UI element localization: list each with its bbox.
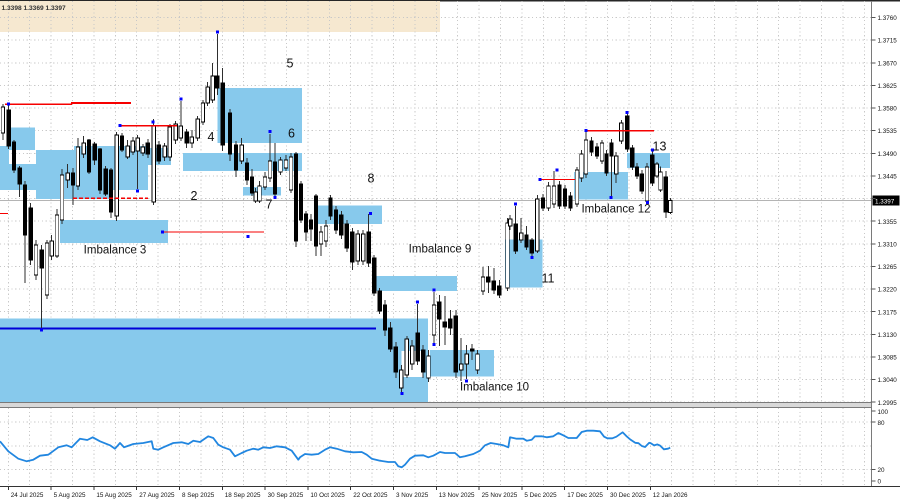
svg-text:1.3040: 1.3040 [878,377,898,384]
svg-text:Imbalance 9: Imbalance 9 [409,244,472,256]
svg-text:24 Jul 2025: 24 Jul 2025 [11,492,44,499]
svg-text:1.3625: 1.3625 [878,83,898,90]
svg-text:1.3535: 1.3535 [878,128,898,135]
svg-text:Imbalance 12: Imbalance 12 [581,204,650,216]
svg-text:15 Aug 2025: 15 Aug 2025 [96,492,132,499]
svg-text:80: 80 [878,420,886,427]
svg-text:0: 0 [878,479,882,486]
svg-text:1.3355: 1.3355 [878,219,898,226]
svg-text:1.3175: 1.3175 [878,309,898,316]
svg-text:12 Jan 2026: 12 Jan 2026 [653,492,688,499]
svg-text:10 Oct 2025: 10 Oct 2025 [310,492,345,499]
svg-text:5: 5 [287,57,294,71]
svg-text:1.3265: 1.3265 [878,264,898,271]
svg-text:17 Dec 2025: 17 Dec 2025 [567,492,603,499]
svg-text:7: 7 [266,198,273,212]
svg-text:18 Sep 2025: 18 Sep 2025 [225,492,261,499]
svg-text:1.3085: 1.3085 [878,355,898,362]
svg-text:1.3490: 1.3490 [878,151,898,158]
svg-text:1.3580: 1.3580 [878,106,898,113]
svg-text:30 Dec 2025: 30 Dec 2025 [610,492,646,499]
svg-text:Imbalance 3: Imbalance 3 [84,245,147,257]
svg-text:1.3670: 1.3670 [878,60,898,67]
svg-text:20: 20 [878,467,886,474]
svg-text:1.3310: 1.3310 [878,241,898,248]
svg-text:2: 2 [191,189,198,203]
svg-text:8 Sep 2025: 8 Sep 2025 [182,492,215,499]
svg-text:11: 11 [542,272,555,286]
svg-text:13: 13 [653,140,667,154]
svg-text:1.3445: 1.3445 [878,174,898,181]
svg-text:1.3130: 1.3130 [878,332,898,339]
svg-text:1.3220: 1.3220 [878,287,898,294]
svg-text:1.3398 1.3369 1.3397: 1.3398 1.3369 1.3397 [2,5,66,12]
svg-text:Imbalance 10: Imbalance 10 [460,382,529,394]
svg-text:1.3760: 1.3760 [878,15,898,22]
svg-text:5 Dec 2025: 5 Dec 2025 [524,492,557,499]
svg-text:8: 8 [368,172,375,186]
svg-text:1.3397: 1.3397 [875,198,895,205]
svg-text:25 Nov 2025: 25 Nov 2025 [482,492,518,499]
svg-text:30 Sep 2025: 30 Sep 2025 [268,492,304,499]
svg-text:22 Oct 2025: 22 Oct 2025 [353,492,388,499]
svg-text:3 Nov 2025: 3 Nov 2025 [396,492,429,499]
svg-text:1.3715: 1.3715 [878,38,898,45]
svg-text:27 Aug 2025: 27 Aug 2025 [139,492,175,499]
svg-text:13 Nov 2025: 13 Nov 2025 [439,492,475,499]
svg-text:1.2995: 1.2995 [878,400,898,407]
svg-text:6: 6 [288,127,295,141]
svg-text:5 Aug 2025: 5 Aug 2025 [54,492,86,499]
svg-text:100: 100 [878,409,889,416]
svg-text:4: 4 [208,130,215,144]
